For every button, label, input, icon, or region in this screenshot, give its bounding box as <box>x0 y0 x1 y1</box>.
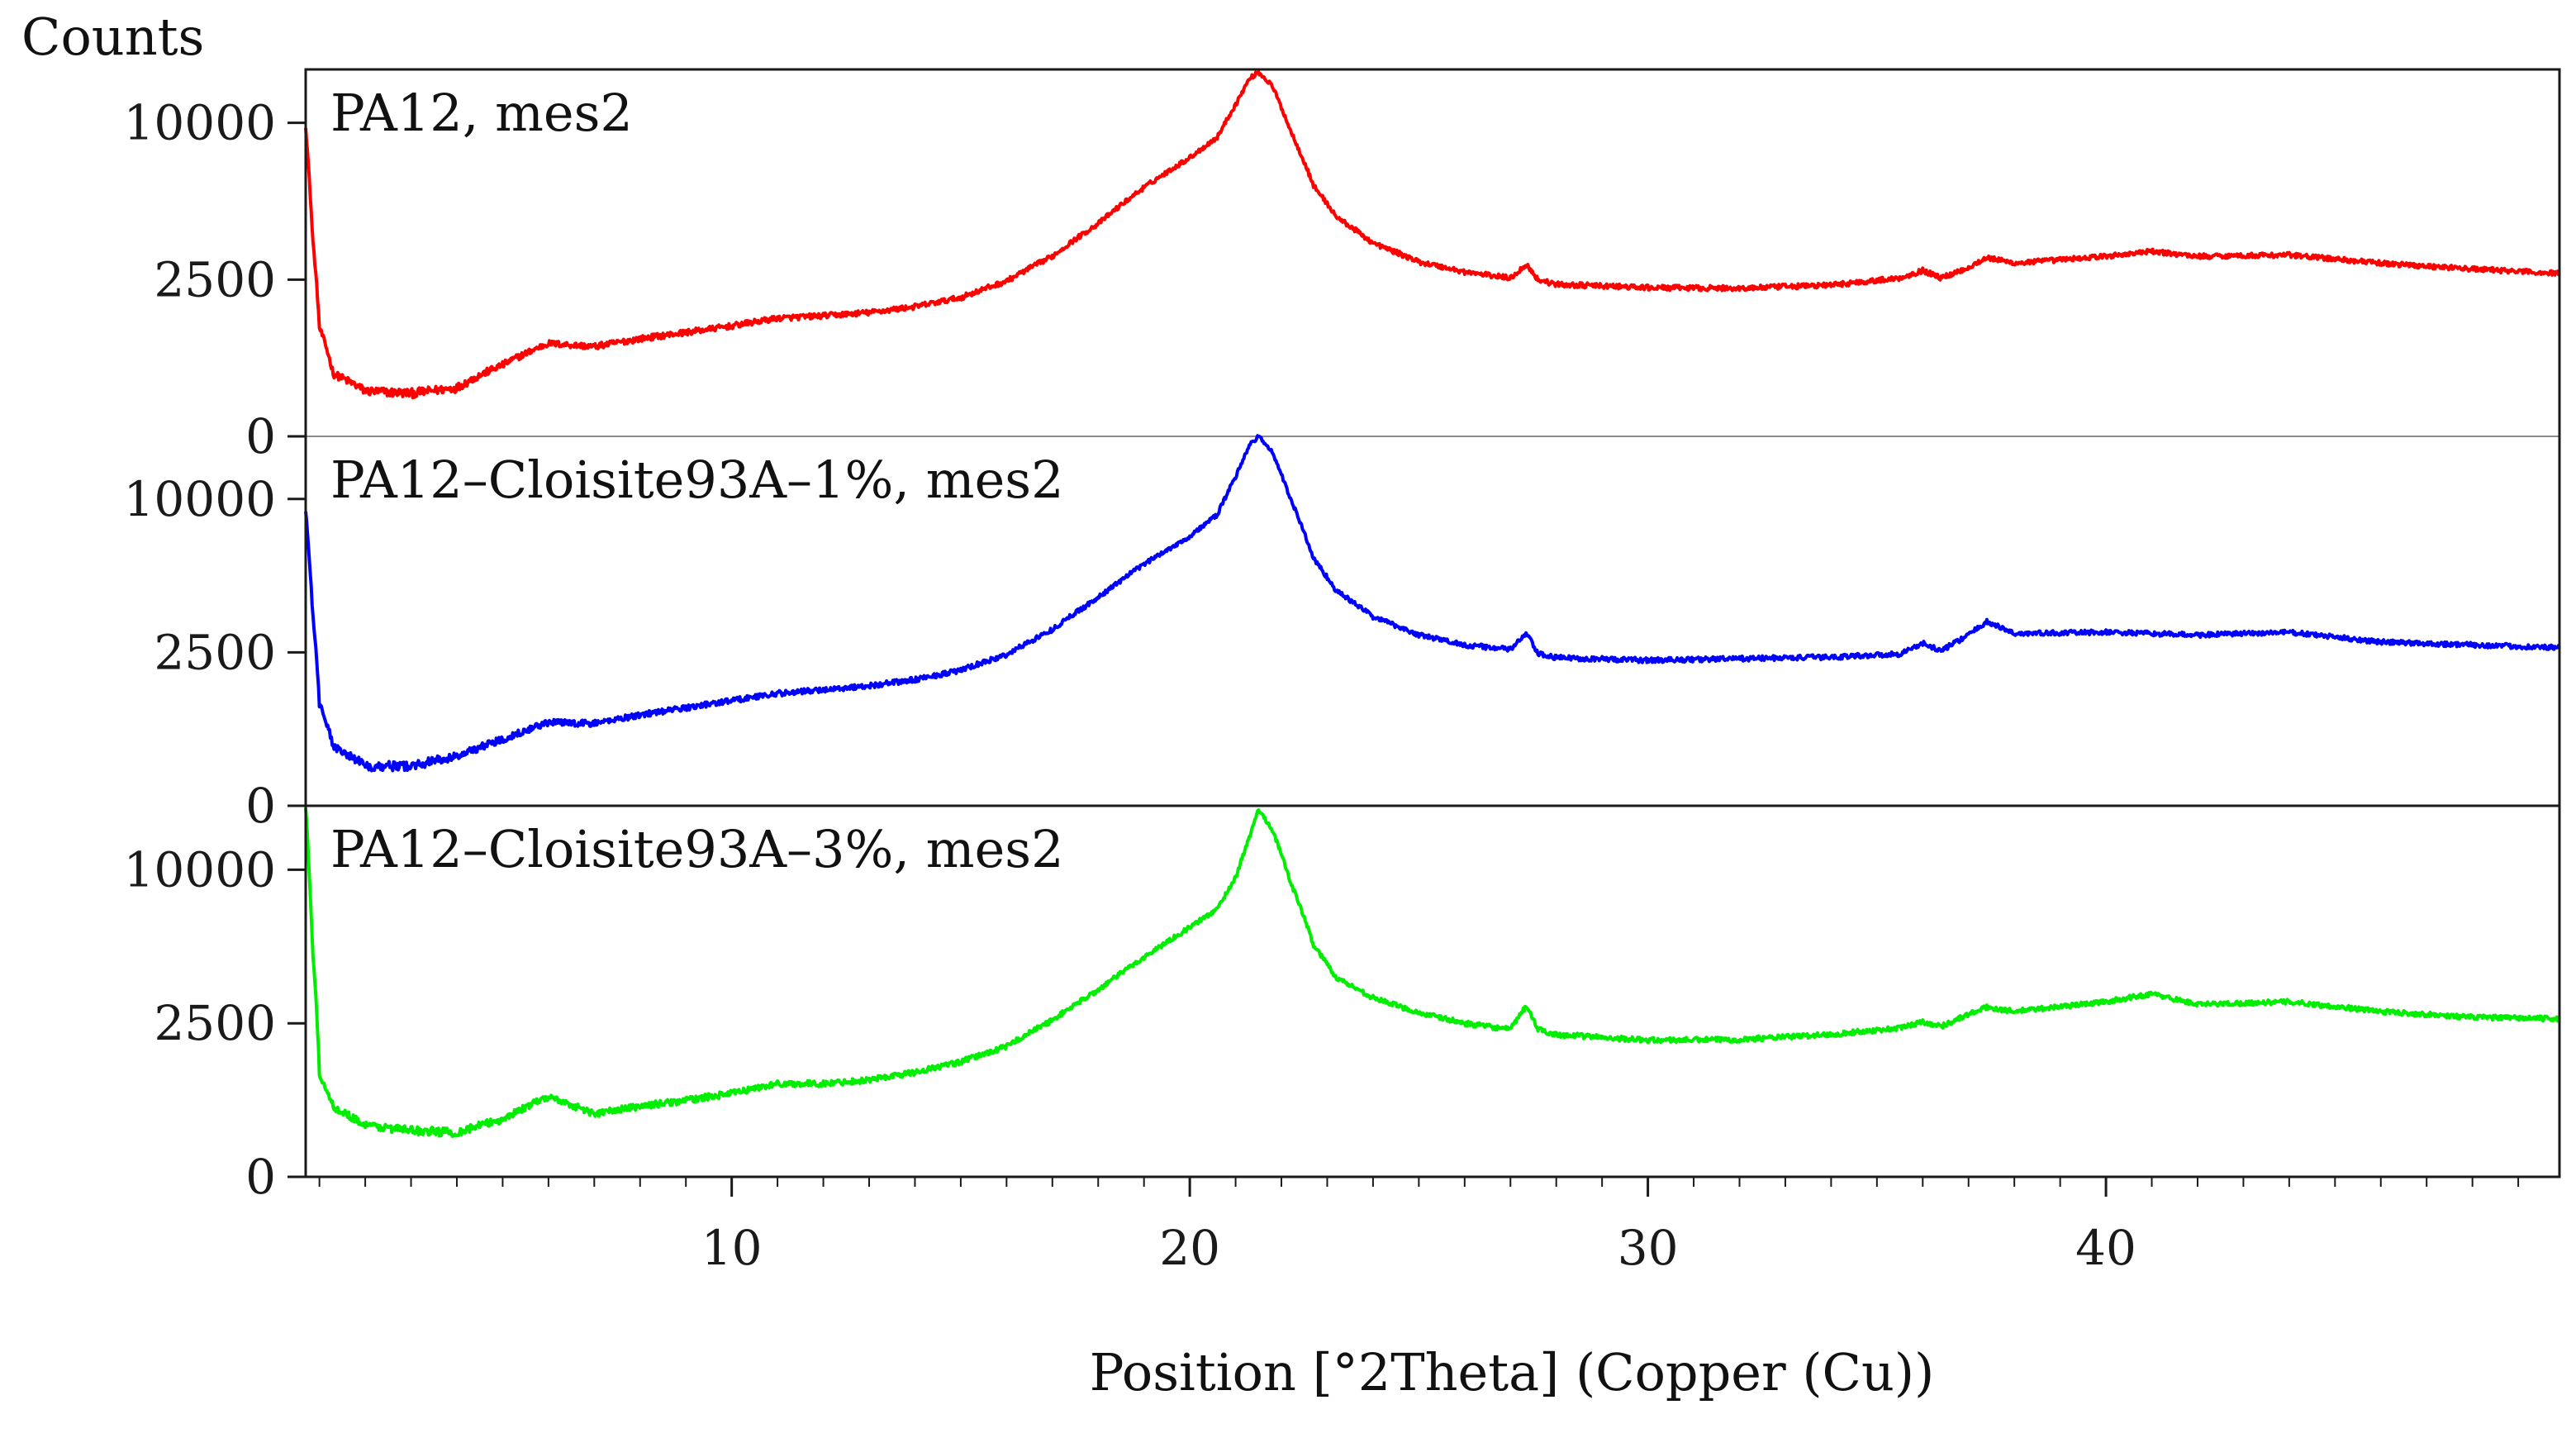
x-tick-label: 40 <box>2075 1220 2136 1276</box>
y-axis-title: Counts <box>21 7 204 67</box>
plot-frame <box>304 68 2561 1178</box>
panel-label: PA12–Cloisite93A–1%, mes2 <box>330 450 1064 510</box>
y-tick-label: 10000 <box>123 841 276 898</box>
panel-1: 0 2500 10000 PA12, mes2 <box>123 70 2561 464</box>
y-tick-label: 0 <box>245 408 276 464</box>
series-line <box>304 70 2561 400</box>
series-line <box>304 807 2561 1138</box>
series-line <box>304 434 2561 773</box>
panel-label: PA12–Cloisite93A–3%, mes2 <box>330 819 1064 879</box>
panel-label: PA12, mes2 <box>330 83 633 143</box>
panel-3: 0 2500 10000 PA12–Cloisite93A–3%, mes2 <box>123 807 2561 1205</box>
y-tick-label: 10000 <box>123 471 276 527</box>
x-tick-label: 30 <box>1618 1220 1679 1276</box>
y-tick-label: 2500 <box>154 995 276 1051</box>
panel-2: 0 2500 10000 PA12–Cloisite93A–1%, mes2 <box>123 434 2561 834</box>
y-tick-label: 2500 <box>154 624 276 680</box>
y-tick-label: 2500 <box>154 251 276 307</box>
panels-layer: 0 2500 10000 PA12, mes2 0 2500 10000 PA12–Clois… <box>123 70 2561 1205</box>
x-axis: 10 20 30 40 <box>318 1177 2520 1276</box>
x-tick-label: 20 <box>1159 1220 1220 1276</box>
y-tick-label: 10000 <box>123 95 276 151</box>
y-tick-label: 0 <box>245 778 276 834</box>
x-tick-label: 10 <box>701 1220 763 1276</box>
x-axis-title: Position [°2Theta] (Copper (Cu)) <box>1090 1342 1935 1402</box>
y-tick-label: 0 <box>245 1149 276 1205</box>
